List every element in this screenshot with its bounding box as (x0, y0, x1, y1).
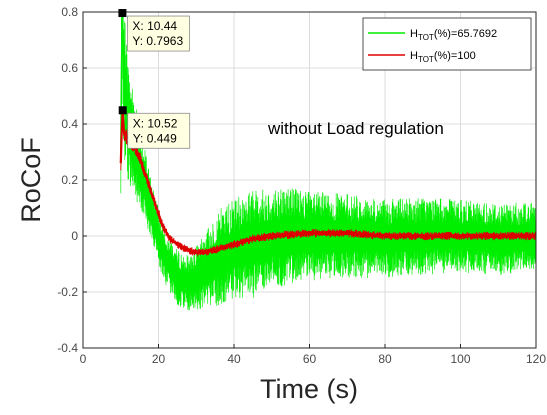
x-tick-label: 120 (526, 352, 546, 366)
datatip-y-text: Y: 0.7963 (132, 34, 183, 48)
legend: HTOT(%)=65.7692 HTOT(%)=100 (362, 17, 532, 71)
legend-label: HTOT(%)=65.7692 (410, 28, 497, 42)
datatip-box (127, 15, 190, 52)
datatip-x-text: X: 10.52 (133, 116, 178, 130)
y-tick-label: 0.2 (61, 173, 78, 187)
axis-ticks: 0 20 40 60 80 100 120 -0.4 -0.2 0 0.2 0.4 0.6 0.8 (57, 5, 546, 366)
x-tick-label: 80 (378, 352, 392, 366)
y-tick-label: 0.8 (61, 5, 78, 19)
x-tick-label: 60 (303, 352, 317, 366)
y-tick-label: 0.4 (61, 117, 78, 131)
datatips: X: 10.44Y: 0.7963 X: 10.52Y: 0.449 (118, 9, 191, 149)
series-line (120, 12, 536, 311)
y-tick-label: 0.6 (61, 61, 78, 75)
legend-box (362, 17, 532, 71)
x-tick-label: 100 (450, 352, 470, 366)
x-tick-label: 20 (152, 352, 166, 366)
y-tick-label: -0.2 (57, 285, 78, 299)
x-tick-label: 0 (80, 352, 87, 366)
y-axis-label: RoCoF (16, 137, 46, 223)
datatip-marker[interactable] (118, 106, 127, 115)
x-tick-label: 40 (227, 352, 241, 366)
datatip-marker[interactable] (118, 9, 127, 18)
datatip[interactable]: X: 10.44Y: 0.7963 (118, 9, 190, 52)
datatip[interactable]: X: 10.52Y: 0.449 (118, 106, 191, 149)
legend-label: HTOT(%)=100 (410, 50, 476, 64)
y-tick-label: -0.4 (57, 341, 78, 355)
y-tick-label: 0 (71, 229, 78, 243)
x-axis-label: Time (s) (260, 374, 358, 404)
datatip-y-text: Y: 0.449 (133, 131, 177, 145)
datatip-box (127, 112, 191, 149)
datatip-x-text: X: 10.44 (132, 19, 177, 33)
annotation-text: without Load regulation (267, 119, 444, 138)
